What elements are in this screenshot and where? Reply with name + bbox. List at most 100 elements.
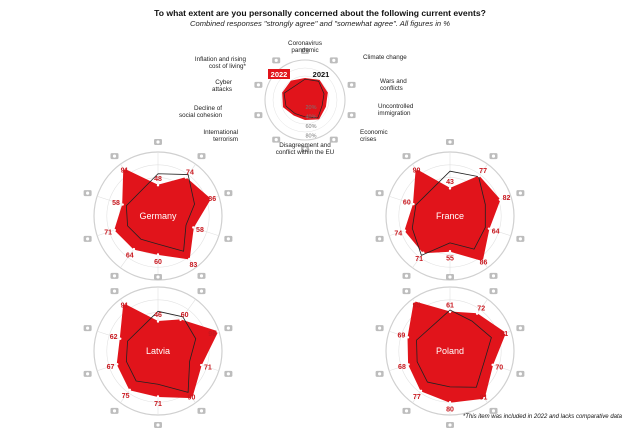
category-label-line: Disagreement and xyxy=(279,142,331,149)
data-point-2022 xyxy=(407,363,410,366)
country-label: Latvia xyxy=(146,346,170,356)
category-icon xyxy=(110,272,119,279)
category-icon xyxy=(446,274,454,280)
data-point-2022 xyxy=(483,396,486,400)
data-point-2022 xyxy=(413,300,416,304)
category-icon xyxy=(197,272,206,279)
value-label: 71 xyxy=(154,401,162,408)
legend-2021-line xyxy=(283,78,325,119)
data-point-2022 xyxy=(156,395,160,398)
series-2021-line xyxy=(125,310,197,393)
data-point-2022 xyxy=(200,363,203,367)
category-label-line: Economic xyxy=(360,129,388,136)
legend-grid-ring-4 xyxy=(272,67,338,133)
data-point-2022 xyxy=(403,229,407,232)
value-label: 64 xyxy=(126,252,134,259)
country-label: France xyxy=(436,211,464,221)
data-point-2022 xyxy=(156,184,160,187)
data-point-2022 xyxy=(116,363,119,366)
category-icon xyxy=(197,407,206,414)
category-label: Wars and conflicts xyxy=(380,78,407,92)
data-point-2022 xyxy=(216,330,219,333)
radar-germany: 48 74 86 58 83 60 64 71 58 91 Germany xyxy=(83,139,233,293)
category-icon xyxy=(154,422,162,428)
category-icon xyxy=(197,288,206,295)
category-label-line: crises xyxy=(360,136,376,143)
data-point-2022 xyxy=(475,312,479,315)
category-icon xyxy=(402,153,411,160)
category-icon xyxy=(254,112,263,119)
value-label: 60 xyxy=(154,259,162,266)
series-2021-line xyxy=(416,309,492,388)
category-label: Uncontrolled immigration xyxy=(378,103,414,117)
category-label-line: Uncontrolled xyxy=(378,103,414,110)
value-label: 77 xyxy=(479,168,487,175)
series-2021-line xyxy=(411,170,486,256)
category-label: Inflation and rising cost of living* xyxy=(195,56,247,70)
ring-label-60: 60% xyxy=(305,124,316,130)
data-point-2022 xyxy=(448,250,452,253)
category-icon xyxy=(375,325,384,332)
category-icon xyxy=(402,288,411,295)
data-point-2022 xyxy=(119,337,122,340)
value-label: 72 xyxy=(477,306,485,313)
data-point-2022 xyxy=(504,331,507,335)
data-point-2022 xyxy=(188,257,191,261)
value-label: 90 xyxy=(188,395,196,402)
value-label: 86 xyxy=(480,260,488,267)
ring-label-20: 20% xyxy=(305,105,316,111)
country-label: Poland xyxy=(436,346,464,356)
category-icon xyxy=(516,325,525,332)
category-icon xyxy=(489,153,498,160)
value-label: 82 xyxy=(503,195,511,202)
value-label: 55 xyxy=(446,256,454,263)
category-icon xyxy=(83,190,92,197)
category-icon xyxy=(516,190,525,197)
value-label: 90 xyxy=(413,167,421,174)
value-label: 75 xyxy=(122,393,130,400)
category-icon xyxy=(375,235,384,242)
radar-poland: 61 72 91 70 91 80 77 68 69 95 Poland xyxy=(375,274,525,428)
data-point-2022 xyxy=(414,168,418,171)
footnote: *This item was included in 2022 and lack… xyxy=(462,414,622,420)
ring-label-80: 80% xyxy=(305,134,316,140)
data-point-2022 xyxy=(209,197,212,201)
category-label-line: immigration xyxy=(378,110,411,117)
category-icon xyxy=(224,325,233,332)
data-point-2022 xyxy=(113,228,116,232)
legend-2021-label: 2021 xyxy=(313,70,330,79)
category-icon xyxy=(110,407,119,414)
category-label-line: Wars and xyxy=(380,78,407,85)
data-point-2022 xyxy=(422,251,425,254)
category-label-line: conflicts xyxy=(380,85,403,92)
category-label-line: Climate change xyxy=(363,54,407,61)
data-point-2022 xyxy=(412,202,415,206)
data-point-2022 xyxy=(481,259,484,262)
category-icon xyxy=(254,81,263,88)
legend-grid-ring-3 xyxy=(280,75,330,125)
data-point-2022 xyxy=(406,336,410,339)
data-point-2022 xyxy=(122,167,125,171)
category-icon xyxy=(402,407,411,414)
country-label: Germany xyxy=(139,211,177,221)
category-icon xyxy=(224,370,233,377)
category-label-line: Coronavirus xyxy=(288,40,322,47)
data-point-2022 xyxy=(190,396,194,399)
category-label-line: social cohesion xyxy=(179,112,223,119)
category-icon xyxy=(347,112,356,119)
category-icon xyxy=(224,235,233,242)
category-label-line: attacks xyxy=(212,86,232,93)
category-icon xyxy=(224,190,233,197)
category-label: Climate change xyxy=(363,54,407,61)
category-icon xyxy=(154,274,162,280)
category-icon xyxy=(347,81,356,88)
value-label: 70 xyxy=(495,365,503,372)
category-icon xyxy=(489,288,498,295)
category-icon xyxy=(301,48,309,54)
value-label: 74 xyxy=(186,170,194,177)
category-label-line: conflict within the EU xyxy=(276,149,335,156)
category-icon xyxy=(516,235,525,242)
value-label: 86 xyxy=(208,196,216,203)
value-label: 58 xyxy=(196,227,204,234)
